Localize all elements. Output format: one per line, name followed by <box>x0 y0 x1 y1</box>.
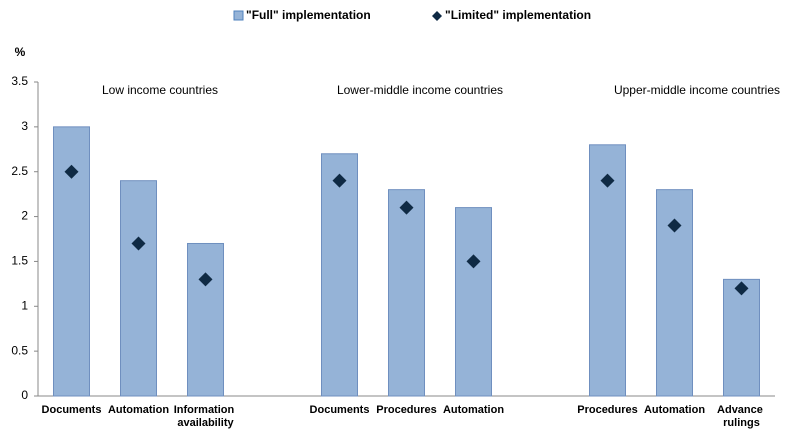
x-tick-label: Automation <box>108 404 169 416</box>
group-label: Low income countries <box>102 83 218 97</box>
legend-label: "Limited" implementation <box>445 8 591 22</box>
x-tick-label: Automation <box>644 404 705 416</box>
bar <box>187 242 224 397</box>
y-axis-label: % <box>15 45 26 59</box>
legend-swatch <box>233 10 244 21</box>
x-tick-label: Information availability <box>174 404 238 429</box>
group-label: Upper-middle income countries <box>614 83 780 97</box>
diamond-marker <box>131 236 146 251</box>
legend-marker <box>432 11 442 21</box>
bar <box>120 180 157 397</box>
x-tick-label: Documents <box>42 404 102 416</box>
legend-label: "Full" implementation <box>246 8 371 22</box>
y-tick-label: 1 <box>21 298 28 312</box>
y-tick-label: 2.5 <box>11 164 28 178</box>
x-tick-label: Automation <box>443 404 504 416</box>
diamond-marker <box>198 272 213 287</box>
y-tick-label: 3 <box>21 119 28 133</box>
diamond-marker <box>600 173 615 188</box>
diamond-marker <box>466 254 481 269</box>
diamond-marker <box>332 173 347 188</box>
y-tick-label: 0.5 <box>11 343 28 357</box>
y-tick-label: 2 <box>21 209 28 223</box>
bar <box>388 189 425 397</box>
group-label: Lower-middle income countries <box>337 83 503 97</box>
diamond-marker <box>64 164 79 179</box>
bar <box>723 278 760 397</box>
diamond-marker <box>734 281 749 296</box>
x-tick-label: Documents <box>310 404 370 416</box>
bar <box>455 207 492 397</box>
diamond-marker <box>667 218 682 233</box>
x-tick-label: Procedures <box>577 404 638 416</box>
bar <box>321 153 358 397</box>
y-tick-label: 0 <box>21 388 28 402</box>
x-tick-label: Procedures <box>376 404 437 416</box>
x-tick-label: Advance rulings <box>717 404 766 429</box>
y-tick-label: 3.5 <box>11 74 28 88</box>
y-tick-label: 1.5 <box>11 254 28 268</box>
diamond-marker <box>399 200 414 215</box>
